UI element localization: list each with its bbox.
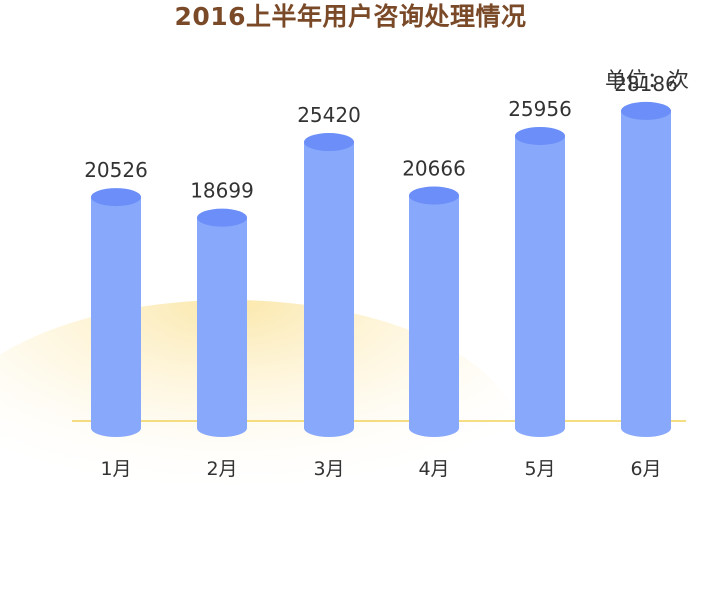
data-label: 18699 — [190, 179, 254, 203]
data-label: 25420 — [297, 103, 361, 127]
bar-body — [91, 197, 141, 428]
bar-body — [304, 142, 354, 428]
bar-body — [515, 135, 565, 428]
bar-top — [91, 188, 141, 207]
x-tick-label: 5月 — [524, 458, 555, 480]
x-tick-label: 3月 — [313, 458, 344, 480]
bar-top — [197, 208, 247, 227]
x-tick-label: 1月 — [100, 458, 131, 480]
bar-top — [304, 133, 354, 152]
bar-top — [515, 126, 565, 145]
x-tick-label: 4月 — [418, 458, 449, 480]
bar-body — [197, 217, 247, 428]
bar — [197, 208, 247, 437]
bar — [304, 133, 354, 437]
bar — [515, 126, 565, 437]
bar-top — [621, 101, 671, 120]
data-label: 20526 — [84, 158, 148, 182]
data-label: 25956 — [508, 97, 572, 121]
chart-title: 2016上半年用户咨询处理情况 — [174, 2, 527, 31]
data-label: 28186 — [614, 72, 678, 96]
bar — [91, 188, 141, 437]
unit-label: 单位：次 — [605, 68, 689, 92]
bar — [409, 186, 459, 437]
bar — [621, 101, 671, 437]
data-label: 20666 — [402, 157, 466, 181]
x-tick-label: 6月 — [630, 458, 661, 480]
bar-body — [409, 195, 459, 428]
bar-body — [621, 110, 671, 428]
x-tick-label: 2月 — [206, 458, 237, 480]
bar-top — [409, 186, 459, 205]
